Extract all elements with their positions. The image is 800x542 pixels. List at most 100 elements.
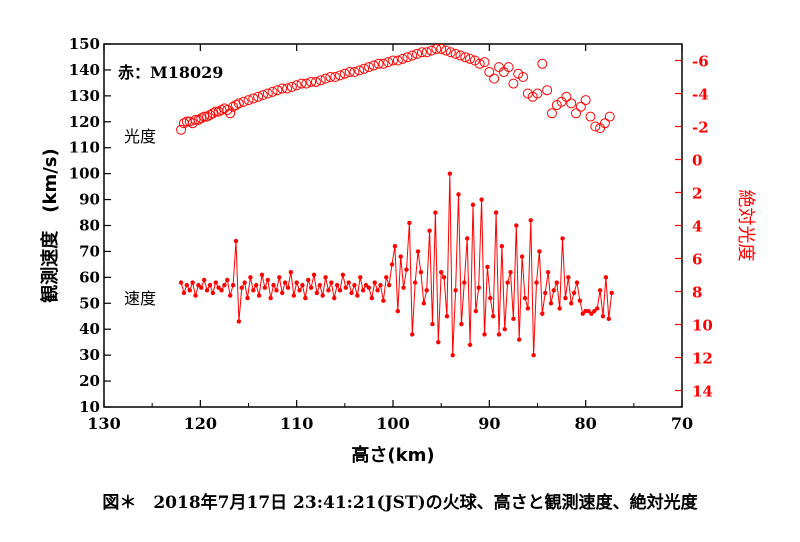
velocity-point bbox=[340, 272, 346, 277]
magnitude-point bbox=[176, 124, 187, 135]
velocity-point bbox=[317, 282, 322, 288]
velocity-point bbox=[375, 288, 380, 293]
velocity-point bbox=[332, 295, 337, 301]
velocity-point bbox=[216, 285, 221, 290]
y-axis-label: 観測速度 (km/s) bbox=[39, 148, 61, 302]
y2-tick-label: 14 bbox=[692, 383, 713, 401]
velocity-point bbox=[303, 295, 308, 301]
velocity-point bbox=[395, 308, 401, 314]
magnitude-point bbox=[349, 67, 360, 78]
velocity-point bbox=[447, 171, 453, 176]
velocity-point bbox=[311, 272, 317, 277]
x-tick-label: 70 bbox=[671, 414, 693, 433]
velocity-point bbox=[268, 295, 273, 301]
velocity-point bbox=[285, 285, 291, 290]
velocity-point bbox=[210, 290, 216, 296]
velocity-point bbox=[259, 272, 265, 277]
velocity-point bbox=[358, 275, 363, 280]
magnitude-point bbox=[450, 48, 461, 59]
velocity-point bbox=[262, 285, 268, 290]
magnitude-point bbox=[190, 114, 201, 125]
x-tick-label: 110 bbox=[280, 414, 313, 433]
magnitude-point bbox=[306, 76, 317, 87]
magnitude-point bbox=[546, 108, 557, 119]
magnitude-point bbox=[286, 81, 297, 92]
velocity-point bbox=[392, 244, 398, 249]
magnitude-point bbox=[537, 58, 548, 69]
velocity-point bbox=[346, 280, 351, 285]
magnitude-point bbox=[412, 48, 423, 59]
velocity-point bbox=[355, 293, 360, 298]
magnitude-point bbox=[585, 111, 596, 122]
x-tick-label: 130 bbox=[87, 414, 120, 433]
velocity-point bbox=[204, 288, 210, 293]
magnitude-point bbox=[291, 80, 302, 91]
magnitude-point bbox=[363, 62, 374, 73]
velocity-point bbox=[384, 275, 389, 280]
magnitude-point bbox=[267, 86, 278, 97]
magnitude-point bbox=[368, 60, 379, 71]
magnitude-point bbox=[238, 96, 249, 107]
velocity-point bbox=[586, 308, 591, 314]
velocity-point bbox=[505, 280, 510, 285]
velocity-point bbox=[213, 280, 218, 285]
y2-tick-label: 2 bbox=[692, 185, 702, 203]
magnitude-point bbox=[431, 44, 442, 54]
velocity-point bbox=[476, 285, 481, 290]
velocity-point bbox=[308, 285, 314, 290]
velocity-point bbox=[196, 282, 201, 288]
y2-tick-label: 6 bbox=[692, 251, 702, 269]
magnitude-point bbox=[248, 93, 259, 104]
magnitude-point bbox=[402, 52, 413, 63]
x-tick-label: 80 bbox=[575, 414, 597, 433]
velocity-point bbox=[577, 298, 583, 303]
velocity-point bbox=[571, 290, 577, 296]
velocity-point bbox=[219, 288, 224, 293]
x-tick-label: 120 bbox=[184, 414, 217, 433]
velocity-point bbox=[360, 288, 366, 293]
magnitude-point bbox=[335, 70, 346, 81]
y-tick-label: 50 bbox=[79, 294, 100, 312]
y-tick-label: 130 bbox=[69, 87, 100, 105]
magnitude-point bbox=[484, 67, 495, 78]
magnitude-point bbox=[397, 53, 408, 64]
velocity-point bbox=[485, 264, 490, 270]
velocity-point bbox=[508, 269, 513, 275]
y-tick-label: 40 bbox=[79, 320, 100, 338]
velocity-point bbox=[609, 290, 614, 296]
velocity-point bbox=[543, 290, 548, 296]
velocity-point bbox=[381, 298, 386, 303]
velocity-point bbox=[444, 314, 450, 319]
velocity-point bbox=[574, 280, 580, 285]
velocity-point bbox=[297, 288, 302, 293]
y-tick-label: 90 bbox=[79, 191, 100, 209]
magnitude-point bbox=[296, 78, 307, 89]
velocity-point bbox=[456, 192, 461, 197]
magnitude-point bbox=[277, 83, 288, 94]
magnitude-point bbox=[233, 98, 244, 109]
magnitude-point bbox=[344, 67, 355, 78]
y-tick-label: 70 bbox=[79, 242, 100, 260]
y2-tick-label: -4 bbox=[692, 86, 709, 104]
velocity-point bbox=[366, 285, 372, 290]
velocity-point bbox=[551, 288, 557, 293]
magnitude-point bbox=[354, 65, 365, 76]
velocity-point bbox=[282, 280, 288, 285]
velocity-point bbox=[207, 282, 213, 288]
magnitude-point bbox=[392, 55, 403, 66]
velocity-point bbox=[438, 269, 444, 275]
magnitude-point bbox=[187, 118, 198, 129]
velocity-point bbox=[554, 280, 559, 285]
velocity-point bbox=[534, 280, 539, 285]
magnitude-point bbox=[202, 111, 213, 122]
magnitude-point bbox=[498, 67, 509, 78]
magnitude-point bbox=[359, 63, 370, 74]
magnitude-point bbox=[445, 47, 456, 58]
velocity-point bbox=[453, 288, 458, 293]
velocity-point bbox=[227, 293, 233, 298]
magnitude-point bbox=[436, 44, 447, 54]
velocity-point bbox=[193, 293, 198, 298]
magnitude-point bbox=[460, 52, 471, 63]
velocity-point bbox=[363, 282, 369, 288]
magnitude-point bbox=[532, 88, 543, 99]
